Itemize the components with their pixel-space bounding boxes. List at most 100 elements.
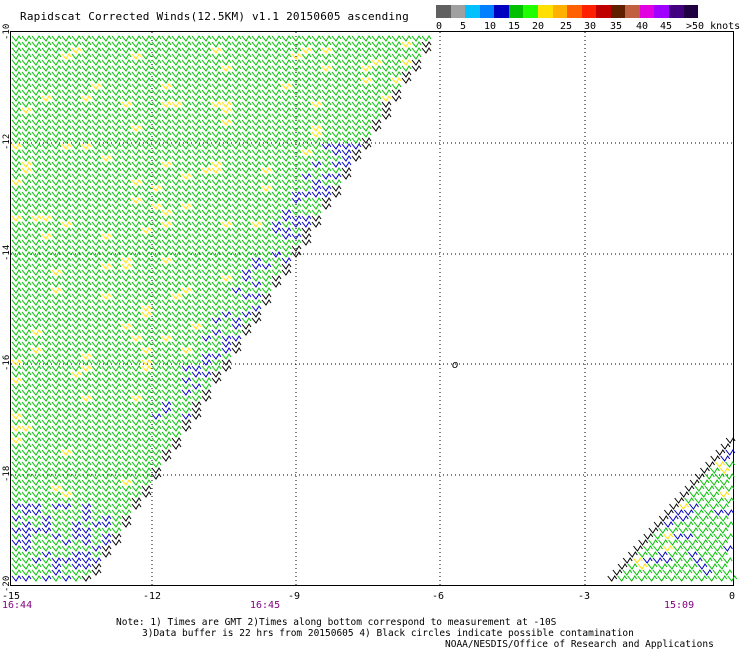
wind-barb [211, 329, 222, 336]
wind-barb [201, 251, 212, 258]
wind-barb [151, 47, 162, 54]
wind-barb [81, 293, 92, 300]
wind-barb [21, 149, 32, 156]
wind-barb [151, 275, 162, 282]
wind-barb [627, 563, 638, 570]
wind-barb [11, 233, 22, 240]
wind-barb [131, 83, 142, 90]
wind-barb [281, 203, 292, 210]
wind-barb [251, 59, 262, 66]
wind-barb [141, 191, 152, 198]
wind-barb [51, 455, 62, 462]
wind-barb [668, 515, 679, 522]
wind-barb [301, 35, 312, 42]
wind-barb [191, 395, 202, 402]
wind-barb [21, 377, 32, 384]
wind-barb [211, 35, 222, 42]
wind-barb [51, 275, 62, 282]
wind-barb [111, 503, 122, 510]
wind-barb [121, 83, 132, 90]
wind-barb [301, 131, 312, 138]
wind-barb [41, 275, 52, 282]
wind-barb [21, 179, 32, 186]
wind-barb [161, 257, 172, 264]
wind-barb [61, 275, 72, 282]
wind-barb [41, 185, 52, 192]
wind-barb [657, 563, 668, 570]
wind-barb [161, 365, 172, 372]
wind-barb [111, 59, 122, 66]
wind-barb [121, 413, 132, 420]
wind-barb [141, 65, 152, 72]
wind-barb [401, 47, 412, 54]
wind-barb [281, 53, 292, 60]
wind-barb [161, 437, 172, 444]
wind-barb [231, 215, 242, 222]
wind-barb [91, 167, 102, 174]
wind-barb [101, 491, 112, 498]
wind-barb [161, 221, 172, 228]
wind-barb [131, 473, 142, 480]
wind-barb [704, 485, 715, 492]
wind-barb [171, 437, 182, 444]
wind-barb [351, 149, 362, 156]
wind-barb [161, 179, 172, 186]
wind-barb [81, 149, 92, 156]
wind-barb [663, 533, 674, 540]
wind-barb [121, 275, 132, 282]
wind-barb [51, 107, 62, 114]
wind-barb [191, 65, 202, 72]
wind-barb [91, 491, 102, 498]
wind-barb [241, 209, 252, 216]
wind-barb [111, 275, 122, 282]
wind-barb [720, 467, 730, 474]
wind-barb [81, 503, 92, 510]
wind-barb [251, 257, 262, 264]
wind-barb [231, 167, 242, 174]
wind-barb [351, 113, 362, 120]
wind-barb [51, 257, 62, 264]
wind-barb [31, 425, 42, 432]
wind-barb [71, 491, 82, 498]
wind-barb [81, 521, 92, 528]
wind-barb [51, 203, 62, 210]
wind-barb [51, 359, 62, 366]
wind-barb [191, 83, 202, 90]
wind-barb [151, 377, 162, 384]
wind-barb [271, 179, 282, 186]
wind-barb [161, 347, 172, 354]
wind-barb [161, 215, 172, 222]
wind-barb [81, 359, 92, 366]
wind-barb [121, 407, 132, 414]
wind-barb [391, 41, 402, 48]
wind-barb [81, 389, 92, 396]
wind-barb [181, 401, 192, 408]
wind-barb [81, 563, 92, 570]
wind-barb [141, 101, 152, 108]
wind-barb [111, 89, 122, 96]
wind-barb [121, 491, 132, 498]
wind-barb [381, 59, 392, 66]
wind-barb [341, 149, 352, 156]
wind-barb [694, 473, 705, 480]
wind-barb [161, 47, 172, 54]
wind-barb [261, 41, 272, 48]
wind-barb [281, 257, 292, 264]
wind-barb [21, 281, 32, 288]
wind-barb [351, 89, 362, 96]
wind-barb [231, 77, 242, 84]
wind-barb [21, 221, 32, 228]
wind-barb [91, 443, 102, 450]
wind-barb [727, 575, 738, 582]
wind-barb [171, 275, 182, 282]
wind-barb [241, 305, 252, 312]
wind-barb [101, 113, 112, 120]
wind-barb [71, 215, 82, 222]
wind-barb [171, 173, 182, 180]
wind-barb [151, 431, 162, 438]
wind-barb [71, 263, 82, 270]
wind-barb [281, 71, 292, 78]
wind-barb [271, 233, 282, 240]
wind-barb [11, 185, 22, 192]
wind-barb [61, 203, 72, 210]
